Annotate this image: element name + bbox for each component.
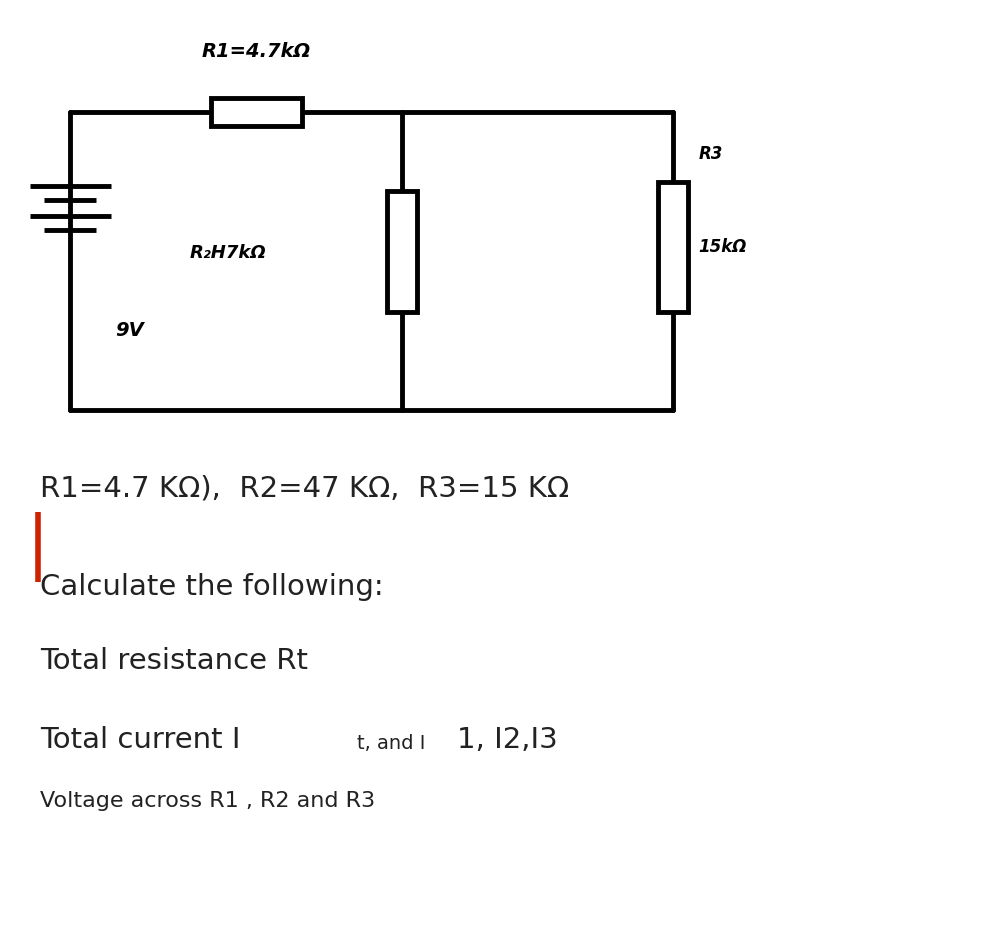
Text: 1, I2,I3: 1, I2,I3 xyxy=(457,726,558,754)
Text: Total current I: Total current I xyxy=(40,726,241,754)
Text: Calculate the following:: Calculate the following: xyxy=(40,573,384,600)
Text: R₂H7kΩ: R₂H7kΩ xyxy=(190,244,266,263)
Bar xyxy=(658,182,688,312)
Bar xyxy=(211,98,302,126)
Text: Total resistance Rt: Total resistance Rt xyxy=(40,647,309,675)
Bar xyxy=(387,191,417,312)
Text: t, and I: t, and I xyxy=(357,734,425,752)
Text: R3: R3 xyxy=(698,145,723,163)
Text: 15kΩ: 15kΩ xyxy=(698,237,747,256)
Text: Voltage across R1 , R2 and R3: Voltage across R1 , R2 and R3 xyxy=(40,791,375,811)
Text: R1=4.7kΩ: R1=4.7kΩ xyxy=(202,42,311,61)
Text: R1=4.7 KΩ),  R2=47 KΩ,  R3=15 KΩ: R1=4.7 KΩ), R2=47 KΩ, R3=15 KΩ xyxy=(40,475,569,503)
Text: 9V: 9V xyxy=(116,321,145,340)
